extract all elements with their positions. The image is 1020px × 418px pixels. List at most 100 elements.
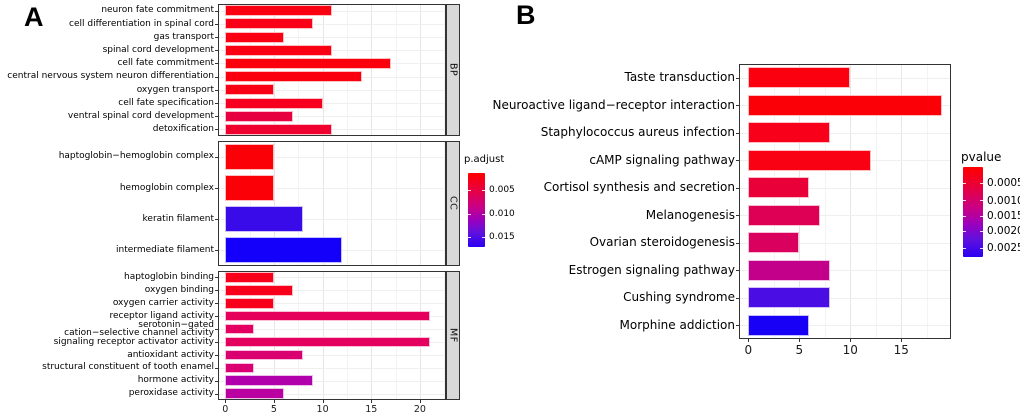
x-axis-tick-label: 20: [413, 404, 426, 415]
kegg-bar-0: [748, 67, 851, 89]
facet-mf-category-label: haptoglobin binding: [123, 272, 214, 283]
gridline-vertical: [926, 65, 928, 338]
gridline-horizontal: [219, 219, 445, 221]
facet-mf-bar-0: [225, 272, 274, 283]
facet-cc-category-label: hemoglobin complex: [119, 182, 214, 193]
gridline-vertical: [346, 142, 348, 265]
gridline-vertical: [371, 142, 373, 265]
legend-tick-dash: [963, 200, 966, 202]
gridline-vertical: [395, 5, 397, 135]
legend-tick-dash: [468, 190, 471, 192]
legend-tick-dash: [980, 200, 983, 202]
facet-mf-bar-1: [225, 285, 294, 296]
gridline-vertical: [273, 142, 275, 265]
gridline-horizontal: [219, 156, 445, 158]
facet-mf-bar-8: [225, 375, 313, 386]
facet-bp-category-label: cell fate specification: [118, 97, 214, 108]
y-axis-tick: [736, 187, 739, 189]
gridline-vertical: [419, 272, 421, 399]
kegg-category-label: Melanogenesis: [645, 207, 735, 222]
facet-cc-bar-1: [225, 174, 274, 201]
kegg-bar-6: [748, 232, 800, 254]
y-axis-tick: [736, 77, 739, 79]
facet-mf-category-label: peroxidase activity: [128, 388, 214, 399]
y-axis-tick: [215, 316, 218, 318]
kegg-category-label: Taste transduction: [624, 70, 735, 84]
y-axis-tick: [215, 354, 218, 356]
y-axis-tick: [736, 297, 739, 299]
x-axis-tick: [901, 339, 903, 342]
gridline-horizontal: [219, 103, 445, 104]
kegg-bar-3: [748, 149, 871, 171]
y-axis-tick: [215, 341, 218, 343]
gridline-horizontal: [219, 89, 445, 91]
facet-strip-label: CC: [447, 196, 459, 211]
kegg-category-label: Cushing syndrome: [623, 290, 735, 304]
facet-strip-label: MF: [447, 328, 459, 343]
facet-mf-category-label: serotonin−gated cation−selective channel …: [0, 320, 214, 339]
facet-cc-category-label: intermediate filament: [116, 245, 214, 256]
facet-mf-bar-6: [225, 349, 304, 361]
facet-bp-bar-2: [225, 31, 284, 43]
gridline-vertical: [273, 272, 275, 399]
y-axis-tick: [215, 290, 218, 292]
gridline-vertical: [322, 142, 324, 265]
gridline-horizontal: [740, 270, 950, 272]
legend-tick-label: 0.010: [489, 208, 515, 219]
facet-mf-category-label-line: cation−selective channel activity: [64, 328, 214, 339]
gridline-vertical: [444, 5, 445, 135]
facet-mf-plot-area: [218, 271, 446, 400]
y-axis-tick: [736, 242, 739, 244]
facet-mf-category-label: oxygen binding: [144, 285, 214, 296]
facet-bp-category-label: central nervous system neuron differenti…: [7, 71, 214, 82]
legend-tick-dash: [963, 248, 966, 249]
y-axis-tick: [736, 105, 739, 107]
y-axis-tick: [215, 219, 218, 221]
x-axis-tick-label: 0: [222, 404, 229, 415]
p-adjust-legend: p.adjust 0.005 0.010 0.015: [464, 154, 524, 264]
facet-bp-category-label: neuron fate commitment: [101, 5, 214, 16]
gridline-horizontal: [740, 187, 950, 189]
kegg-bar-4: [748, 177, 810, 199]
legend-tick-dash: [468, 213, 471, 215]
kegg-category-label: Staphylococcus aureus infection: [540, 125, 735, 139]
gridline-vertical: [850, 65, 852, 338]
gridline-horizontal: [219, 290, 445, 292]
gridline-vertical: [773, 65, 775, 338]
kegg-category-label: Morphine addiction: [619, 317, 736, 332]
y-axis-tick: [215, 277, 218, 279]
gridline-vertical: [249, 142, 251, 265]
y-axis-tick: [215, 303, 218, 305]
facet-bp-bar-8: [225, 110, 294, 122]
gridline-horizontal: [219, 187, 445, 189]
kegg-bar-1: [748, 94, 943, 116]
facet-bp-category-label: spinal cord development: [102, 44, 214, 55]
facet-mf-bar-3: [225, 310, 430, 322]
x-axis-tick-label: 10: [842, 343, 858, 357]
y-axis-tick: [736, 215, 739, 217]
facet-bp-category-label: detoxification: [152, 124, 214, 135]
gridline-vertical: [395, 272, 397, 399]
kegg-bar-7: [748, 259, 830, 281]
facet-bp-bar-9: [225, 123, 333, 135]
gridline-vertical: [395, 142, 397, 265]
facet-strip-label: BP: [447, 63, 459, 77]
facet-mf-bar-4: [225, 323, 255, 335]
facet-cc-plot-area: [218, 141, 446, 266]
facet-cc-bar-3: [225, 237, 343, 264]
legend-tick-dash: [468, 237, 471, 238]
x-axis-tick-label: 15: [365, 404, 378, 415]
gridline-horizontal: [219, 380, 445, 382]
gridline-vertical: [298, 272, 300, 399]
facet-cc-bar-0: [225, 143, 274, 170]
kegg-bar-8: [748, 287, 830, 309]
y-axis-tick: [215, 10, 218, 12]
y-axis-tick: [215, 156, 218, 158]
gridline-horizontal: [219, 329, 445, 331]
pvalue-legend-title: pvalue: [961, 150, 1002, 164]
facet-mf-category-label: structural constituent of tooth enamel: [42, 362, 214, 373]
